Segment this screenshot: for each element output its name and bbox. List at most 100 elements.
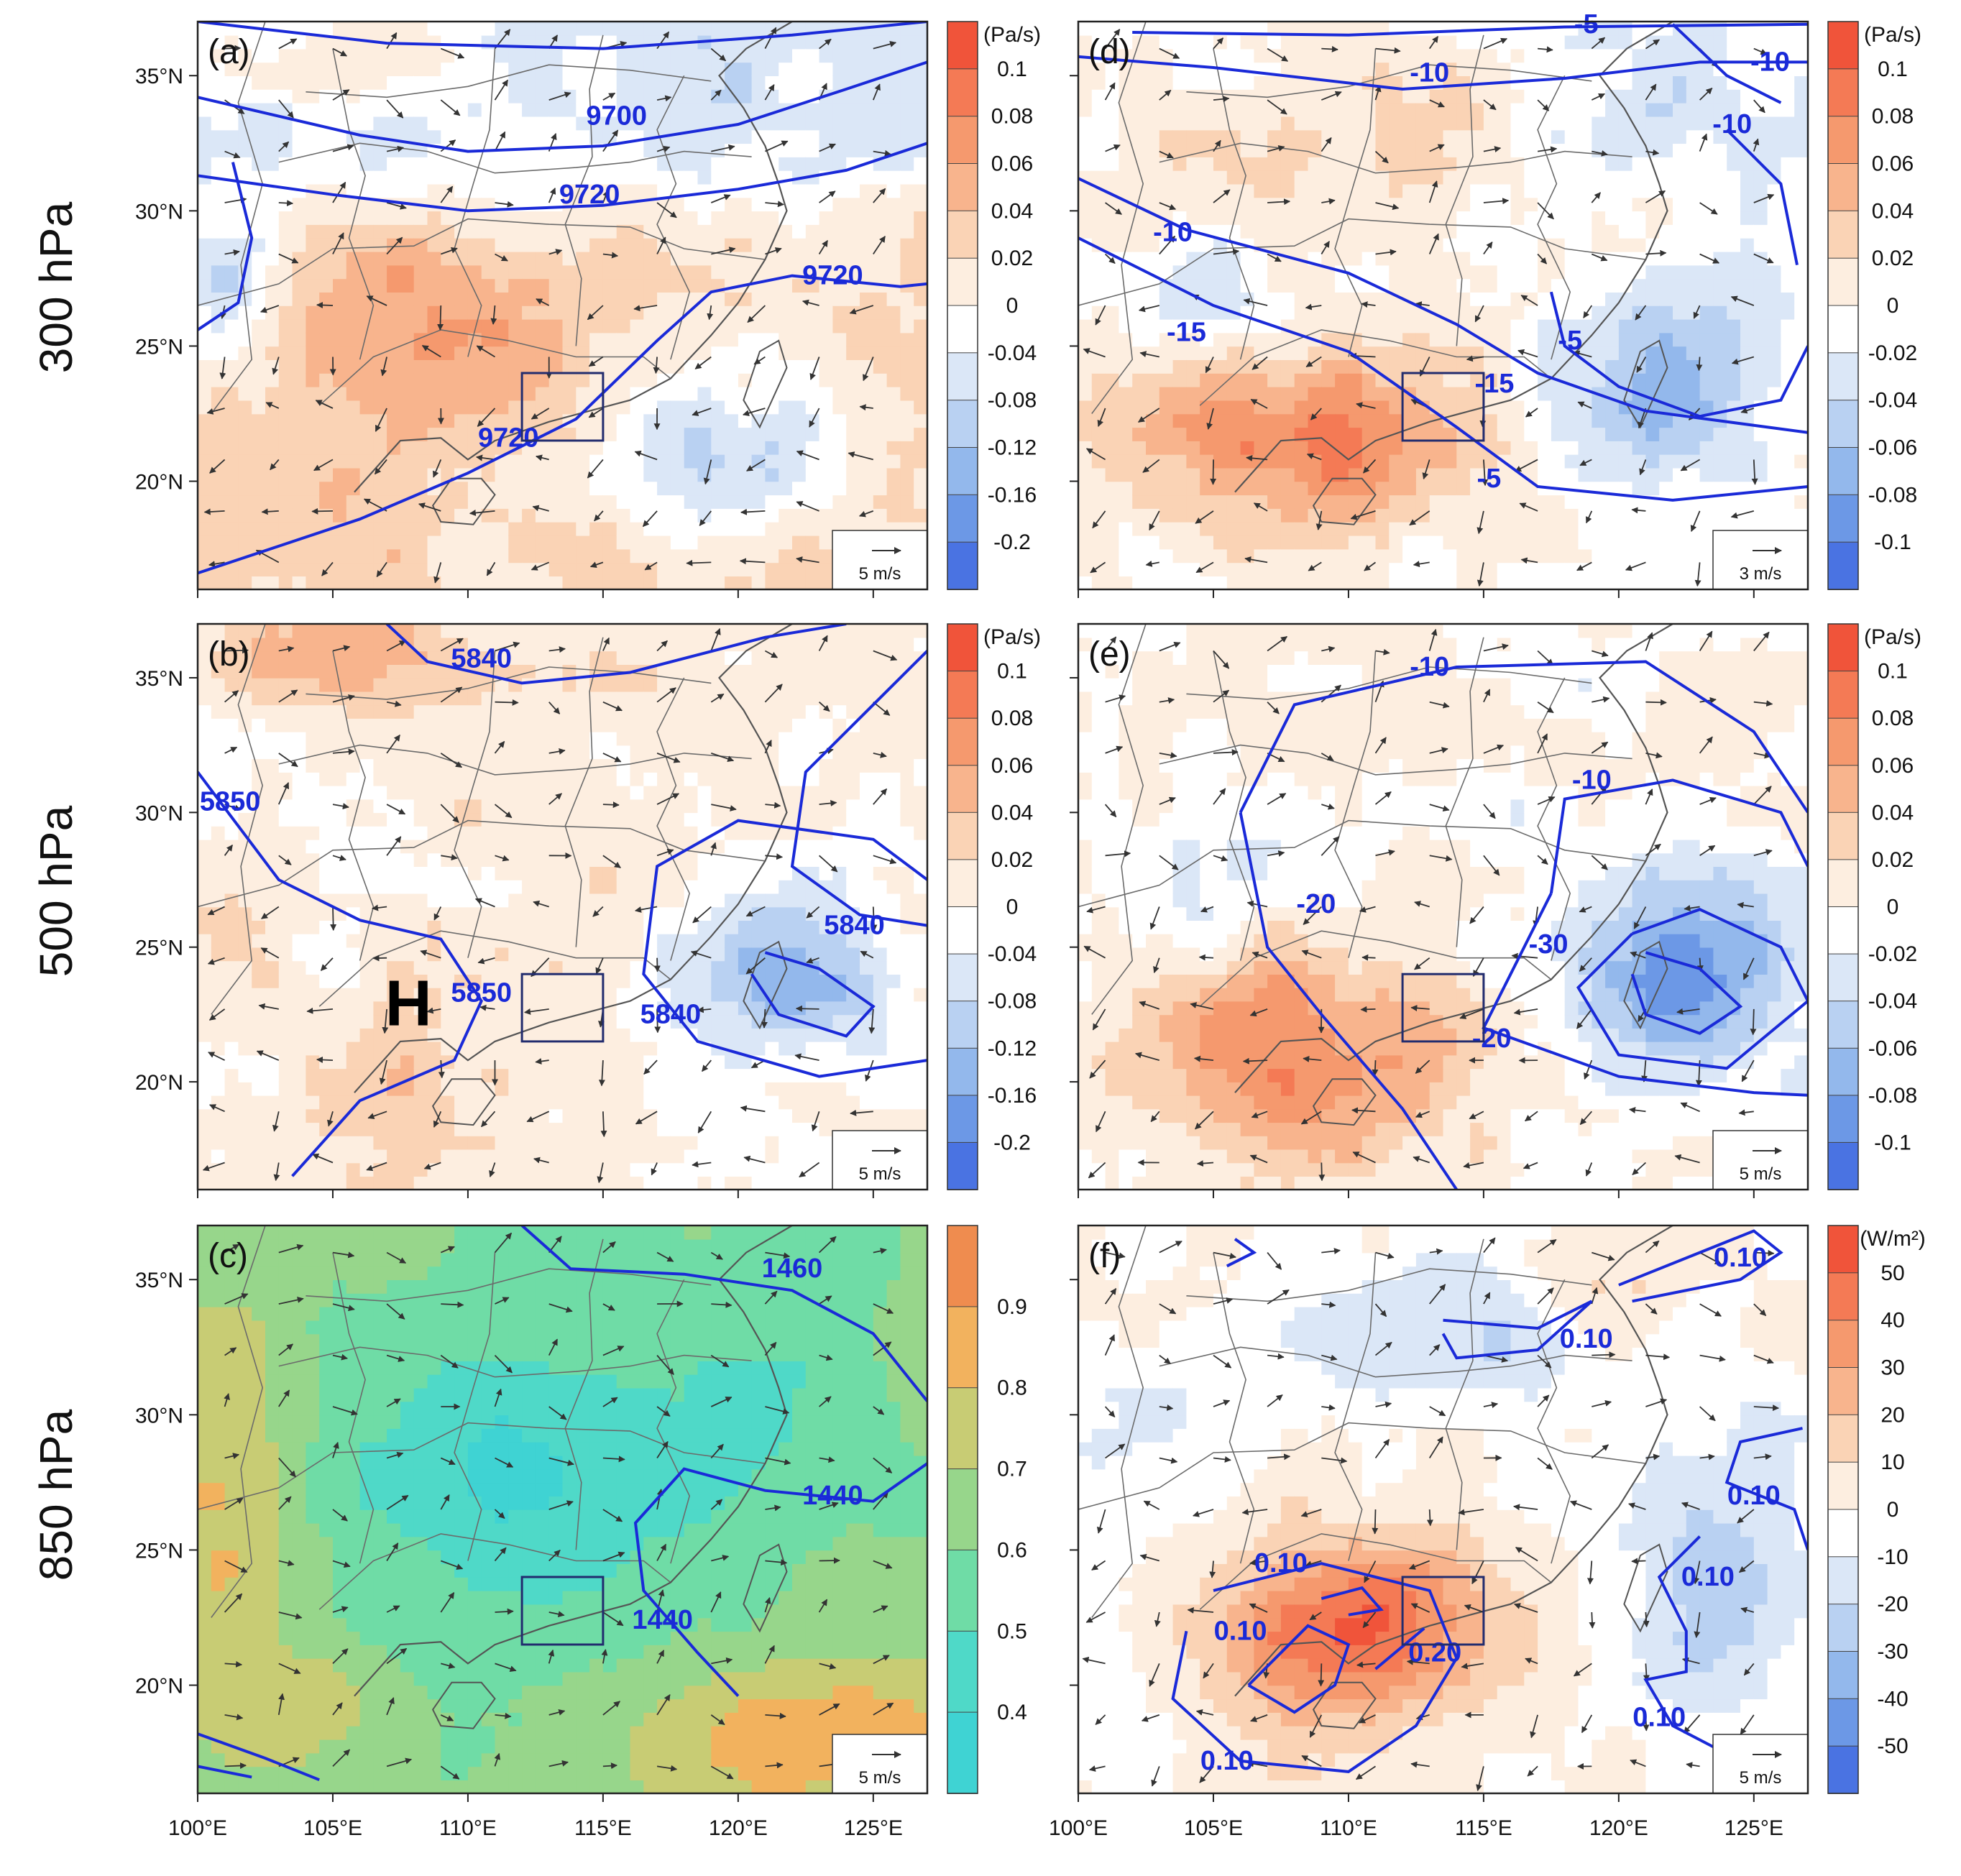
wind-vector — [598, 1060, 605, 1087]
wind-vector — [686, 559, 712, 566]
wind-vector — [332, 1406, 358, 1416]
wind-vector — [1699, 736, 1713, 754]
colorbar-segment — [947, 717, 978, 766]
wind-vector — [1592, 650, 1609, 658]
panel-b-map — [198, 624, 793, 1126]
contour-line — [198, 1765, 252, 1779]
wind-vector — [635, 906, 658, 913]
wind-vector — [375, 408, 387, 432]
wind-vector — [1200, 906, 1214, 913]
ref-vector-label: 5 m/s — [859, 1164, 901, 1184]
wind-vector — [656, 793, 680, 805]
wind-vector — [1577, 401, 1592, 409]
wind-vector — [1428, 628, 1438, 651]
wind-vector — [764, 84, 775, 101]
wind-vector — [224, 690, 239, 703]
x-tick-label: 115°E — [574, 1816, 632, 1840]
wind-vector — [1414, 901, 1430, 908]
wind-vector — [1684, 904, 1700, 911]
wind-vector — [386, 1354, 405, 1362]
colorbar-segment — [1827, 1651, 1859, 1700]
wind-vector — [1104, 82, 1116, 101]
wind-vector — [1741, 1059, 1755, 1082]
wind-vector — [1517, 349, 1538, 358]
wind-vector — [656, 1355, 674, 1375]
wind-vector — [1159, 752, 1177, 759]
panel-label: (f) — [1088, 1237, 1121, 1275]
wind-vector — [1483, 643, 1509, 652]
wind-vector — [1483, 1402, 1499, 1409]
wind-vector — [1537, 733, 1548, 754]
wind-vector — [819, 799, 837, 806]
contour-label: -10 — [1750, 47, 1790, 77]
wind-vector — [1515, 459, 1538, 472]
wind-vector — [1309, 1611, 1322, 1621]
wind-vector — [1199, 1765, 1214, 1783]
wind-vector — [374, 459, 387, 475]
wind-vector — [710, 1396, 732, 1407]
wind-vector — [1537, 796, 1556, 805]
wind-vector — [602, 1346, 625, 1356]
wind-vector — [1629, 1107, 1646, 1113]
panel-b-contours — [198, 624, 927, 1177]
wind-vector — [873, 188, 886, 203]
wind-vector — [332, 1560, 351, 1568]
colorbar-label: 0.6 — [997, 1538, 1027, 1562]
wind-vector — [1428, 180, 1438, 203]
colorbar-label: -0.08 — [988, 990, 1037, 1013]
y-tick-label: 30°N — [135, 200, 183, 224]
wind-vector — [1645, 788, 1653, 805]
wind-vector — [1699, 1354, 1726, 1362]
wind-vector — [1267, 1289, 1290, 1305]
colorbar-segment — [947, 1711, 978, 1795]
wind-vector — [1141, 1714, 1160, 1722]
wind-vector — [1408, 1560, 1430, 1570]
wind-vector — [873, 1491, 888, 1510]
colorbar-frame — [947, 21, 978, 590]
wind-vector — [1193, 1055, 1214, 1062]
wind-vector — [1145, 560, 1159, 567]
colorbar-label: 0 — [1006, 896, 1019, 919]
panel-label: (b) — [208, 635, 250, 673]
panel-label: (e) — [1088, 635, 1131, 673]
wind-vector — [1267, 253, 1282, 262]
wind-vector — [1643, 1663, 1650, 1682]
wind-vector — [526, 1111, 550, 1123]
wind-vector — [524, 1008, 549, 1015]
wind-vector — [277, 1693, 285, 1716]
wind-vector — [1693, 305, 1701, 319]
colorbar-segment — [1827, 1461, 1859, 1510]
wind-vector — [1730, 510, 1755, 519]
colorbar-segment — [1827, 811, 1859, 860]
wind-vector — [1625, 561, 1646, 571]
wind-vector — [548, 1611, 565, 1618]
colorbar-label: -0.06 — [1868, 436, 1917, 460]
contour-line — [790, 650, 927, 927]
wind-vector — [278, 1663, 301, 1674]
wind-vector — [1375, 648, 1390, 656]
y-tick-label: 20°N — [135, 1675, 183, 1698]
wind-vector — [1680, 459, 1701, 472]
wind-vector — [1352, 1151, 1376, 1164]
panel-f-field — [1078, 1226, 1808, 1793]
wind-vector — [1213, 1297, 1234, 1305]
colorbar-segment — [1827, 1047, 1859, 1096]
colorbar-label: -0.2 — [993, 1131, 1031, 1154]
wind-vector — [1241, 1509, 1268, 1515]
wind-vector — [1267, 635, 1288, 652]
wind-vector — [386, 836, 402, 856]
colorbar-label: 0.1 — [997, 58, 1027, 81]
contour-label: 9720 — [478, 423, 539, 453]
wind-vector — [1267, 1453, 1291, 1461]
wind-vector — [710, 1765, 734, 1780]
row-label-500: 500 hPa — [30, 805, 82, 977]
wind-vector — [332, 1648, 349, 1665]
wind-vector — [256, 1050, 280, 1061]
wind-vector — [602, 252, 619, 259]
wind-vector — [764, 650, 779, 658]
wind-vector — [278, 1611, 303, 1620]
wind-vector — [1150, 1111, 1160, 1123]
colorbar-segment — [947, 765, 978, 814]
wind-vector — [224, 1593, 243, 1613]
wind-vector — [1213, 650, 1230, 669]
